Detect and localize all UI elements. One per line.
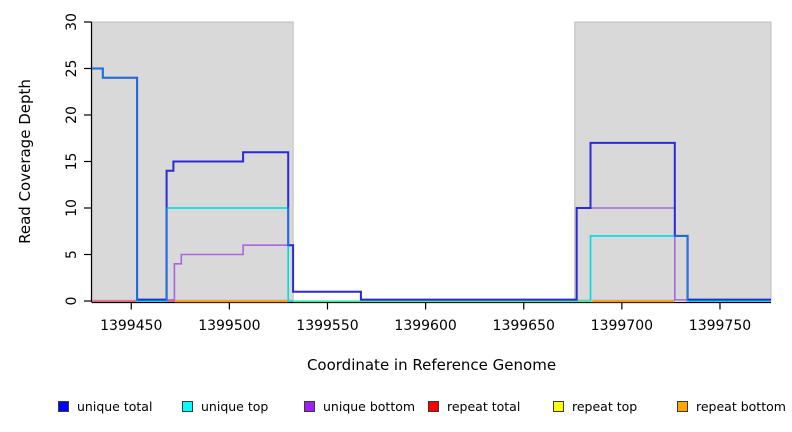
- legend-label: repeat top: [572, 398, 638, 414]
- y-tick-label: 20: [64, 106, 80, 124]
- x-tick-label: 1399550: [296, 318, 358, 334]
- legend-item-repeat-top: repeat top: [553, 397, 637, 415]
- legend-item-unique-bottom: unique bottom: [304, 397, 415, 415]
- y-tick-label: 0: [64, 297, 80, 306]
- x-tick-label: 1399650: [493, 318, 555, 334]
- y-tick-label: 25: [64, 60, 80, 78]
- chart-legend: unique total unique top unique bottom repea…: [0, 397, 792, 419]
- legend-swatch: [677, 400, 688, 412]
- x-tick-label: 1399500: [198, 318, 260, 334]
- legend-label: repeat total: [447, 398, 521, 414]
- x-tick-label: 1399750: [689, 318, 751, 334]
- y-tick-label: 30: [64, 13, 80, 31]
- legend-label: unique top: [201, 398, 269, 414]
- legend-label: unique total: [77, 398, 153, 414]
- legend-swatch: [182, 400, 193, 412]
- x-tick-label: 1399600: [394, 318, 456, 334]
- legend-swatch: [553, 400, 564, 412]
- series-unique-top-line: [92, 67, 771, 302]
- shaded-region: [574, 21, 772, 301]
- legend-swatch: [58, 400, 69, 412]
- y-tick-label: 10: [64, 199, 80, 217]
- y-axis-title: Read Coverage Depth: [16, 79, 34, 244]
- legend-swatch: [304, 400, 315, 412]
- y-tick-label: 5: [64, 250, 80, 259]
- legend-item-repeat-total: repeat total: [428, 397, 520, 415]
- legend-label: repeat bottom: [696, 398, 786, 414]
- x-tick-label: 1399450: [100, 318, 162, 334]
- y-tick-label: 15: [64, 153, 80, 171]
- x-axis-title: Coordinate in Reference Genome: [307, 356, 556, 374]
- x-tick-label: 1399700: [591, 318, 653, 334]
- legend-label: unique bottom: [323, 398, 416, 414]
- series-unique-total-line: [92, 67, 771, 301]
- legend-item-unique-top: unique top: [182, 397, 268, 415]
- legend-swatch: [428, 400, 439, 412]
- legend-item-repeat-bottom: repeat bottom: [677, 397, 786, 415]
- legend-item-unique-total: unique total: [58, 397, 152, 415]
